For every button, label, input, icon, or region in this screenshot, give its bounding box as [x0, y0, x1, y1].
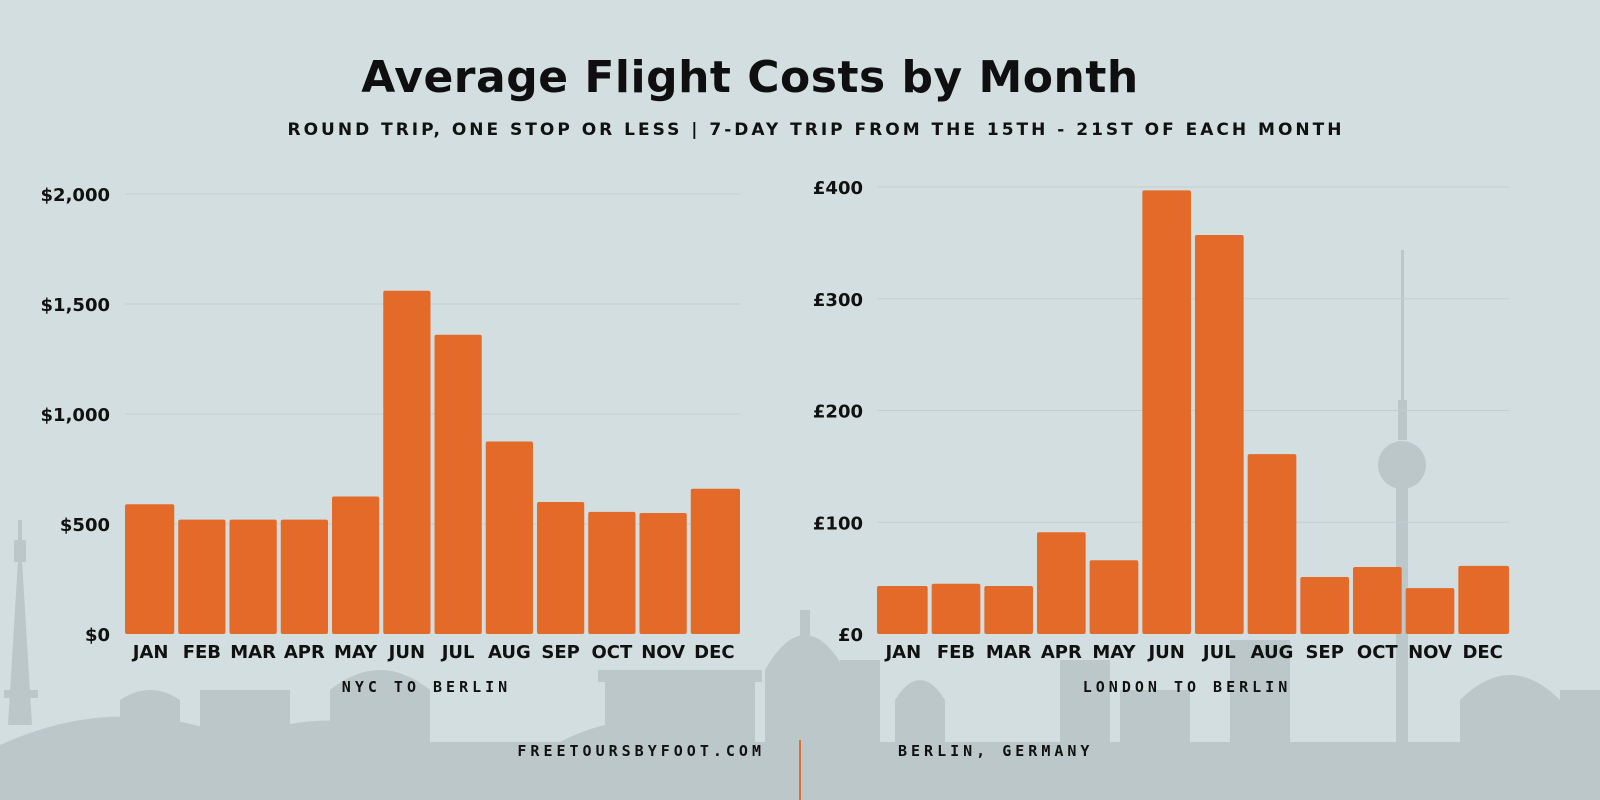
- bar-oct: [588, 511, 636, 634]
- x-tick-label: AUG: [1251, 642, 1294, 663]
- x-tick-label: FEB: [183, 642, 221, 663]
- x-tick-label: AUG: [488, 642, 531, 663]
- route-label: LONDON TO BERLIN: [1083, 678, 1292, 696]
- bar-jun: [383, 290, 431, 634]
- y-tick-label: $1,000: [41, 405, 110, 426]
- y-tick-label: $1,500: [41, 295, 110, 316]
- x-tick-label: FEB: [937, 642, 975, 663]
- footer-divider: [799, 740, 801, 800]
- x-tick-label: SEP: [541, 642, 579, 663]
- y-tick-label: $0: [85, 625, 110, 646]
- x-tick-label: MAY: [334, 642, 378, 663]
- bar-aug: [485, 441, 533, 634]
- x-tick-label: JUL: [440, 642, 475, 663]
- chart-subtitle: ROUND TRIP, ONE STOP OR LESS | 7-DAY TRI…: [287, 120, 1345, 140]
- route-label: NYC TO BERLIN: [342, 678, 511, 696]
- bar-sep: [537, 502, 585, 634]
- bar-oct: [1353, 566, 1402, 634]
- bar-aug: [1247, 454, 1297, 634]
- x-tick-label: MAY: [1092, 642, 1136, 663]
- bar-mar: [229, 519, 277, 634]
- x-tick-label: JAN: [883, 642, 921, 663]
- x-tick-label: OCT: [1357, 642, 1399, 663]
- y-tick-label: $500: [60, 515, 110, 536]
- bar-dec: [1458, 565, 1509, 634]
- bar-jul: [434, 334, 482, 634]
- bar-apr: [1037, 532, 1086, 634]
- x-tick-label: JUL: [1201, 642, 1236, 663]
- y-tick-label: £100: [813, 513, 863, 534]
- bar-may: [1089, 560, 1139, 634]
- bar-jan: [125, 504, 175, 634]
- london-to-berlin-bar-chart: £0 £100 £200 £300 £400 JAN FEB MAR APR MAY JUN JUL A…: [813, 178, 1509, 696]
- bar-dec: [690, 488, 740, 634]
- x-tick-label: MAR: [230, 642, 276, 663]
- x-tick-label: DEC: [1462, 642, 1502, 663]
- bar-jan: [877, 585, 928, 634]
- nyc-to-berlin-bar-chart: $0 $500 $1,000 $1,500 $2,000 JAN FEB MAR APR MAY J…: [41, 185, 740, 696]
- x-tick-label: NOV: [641, 642, 685, 663]
- x-tick-label: APR: [284, 642, 325, 663]
- bar-mar: [984, 585, 1033, 634]
- y-tick-label: £400: [813, 178, 863, 199]
- x-tick-label: DEC: [694, 642, 734, 663]
- y-tick-label: £200: [813, 402, 863, 423]
- bar-sep: [1300, 577, 1349, 634]
- bar-feb: [931, 583, 981, 634]
- bar-jul: [1195, 235, 1244, 634]
- website-credit: FREETOURSBYFOOT.COM: [517, 742, 765, 760]
- x-tick-label: JAN: [131, 642, 169, 663]
- y-tick-label: £300: [813, 290, 863, 311]
- x-tick-label: JUN: [387, 642, 425, 663]
- x-tick-label: MAR: [986, 642, 1032, 663]
- y-tick-label: £0: [838, 625, 863, 646]
- bar-nov: [1405, 588, 1455, 634]
- bar-may: [332, 496, 380, 634]
- bar-apr: [280, 519, 328, 634]
- bar-nov: [639, 513, 687, 634]
- x-tick-label: NOV: [1408, 642, 1452, 663]
- x-tick-label: APR: [1041, 642, 1082, 663]
- bar-feb: [178, 519, 226, 634]
- location-label: BERLIN, GERMANY: [898, 742, 1094, 760]
- x-tick-label: OCT: [591, 642, 633, 663]
- x-tick-label: SEP: [1305, 642, 1343, 663]
- y-tick-label: $2,000: [41, 185, 110, 206]
- chart-title: Average Flight Costs by Month: [361, 52, 1139, 103]
- x-tick-label: JUN: [1146, 642, 1184, 663]
- bar-jun: [1142, 190, 1191, 635]
